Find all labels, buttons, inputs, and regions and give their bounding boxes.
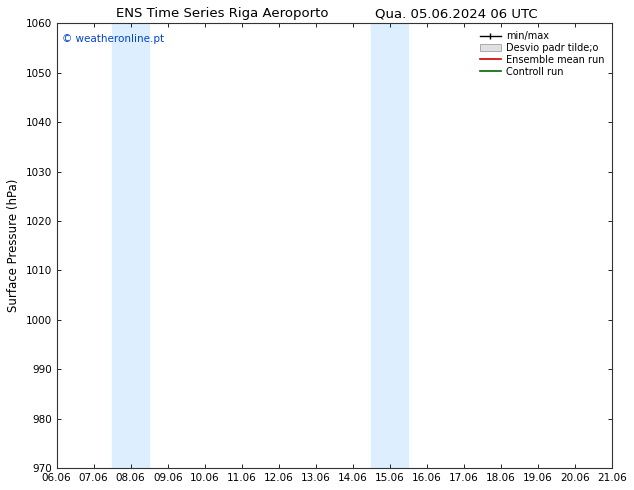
Legend: min/max, Desvio padr tilde;o, Ensemble mean run, Controll run: min/max, Desvio padr tilde;o, Ensemble m… bbox=[477, 28, 607, 80]
Bar bbox=[372, 23, 408, 468]
Bar bbox=[112, 23, 149, 468]
Text: © weatheronline.pt: © weatheronline.pt bbox=[62, 34, 164, 44]
Y-axis label: Surface Pressure (hPa): Surface Pressure (hPa) bbox=[7, 179, 20, 313]
Text: ENS Time Series Riga Aeroporto: ENS Time Series Riga Aeroporto bbox=[115, 7, 328, 21]
Text: Qua. 05.06.2024 06 UTC: Qua. 05.06.2024 06 UTC bbox=[375, 7, 538, 21]
